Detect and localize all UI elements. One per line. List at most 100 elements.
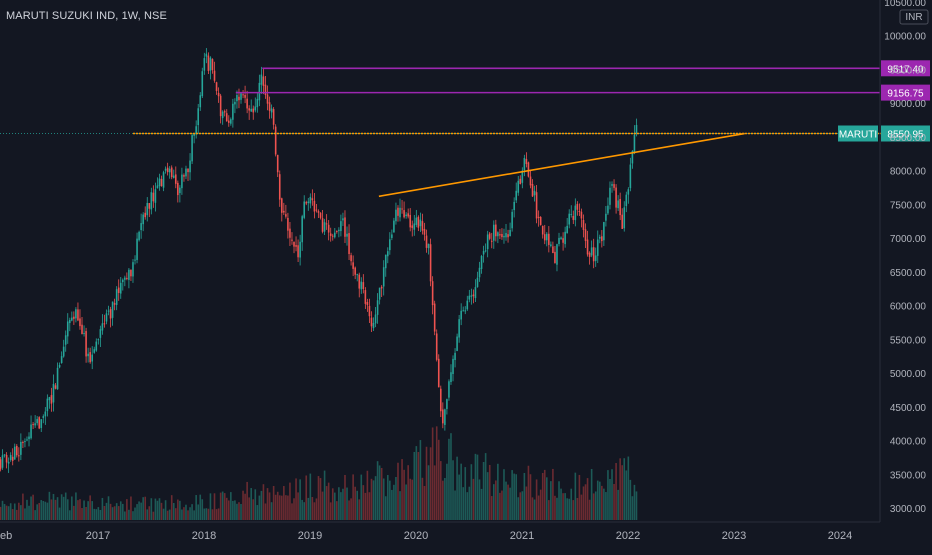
candle-body	[13, 446, 16, 460]
volume-bar	[132, 511, 134, 520]
candle-body	[34, 423, 36, 426]
candle-body	[537, 216, 540, 218]
candle-body	[179, 187, 181, 194]
candle-body	[456, 336, 458, 352]
candle-body	[507, 234, 509, 238]
candle-body	[605, 213, 607, 221]
volume-bar	[293, 498, 295, 520]
candle-body	[244, 94, 246, 98]
candle-body	[248, 108, 250, 111]
volume-bar	[476, 454, 479, 520]
volume-bar	[362, 485, 365, 520]
volume-bar	[631, 496, 634, 520]
volume-bar	[611, 469, 613, 520]
candle-body	[403, 210, 405, 218]
volume-bar	[389, 480, 391, 520]
candle-body	[495, 224, 497, 237]
candle-body	[81, 324, 83, 334]
volume-bar	[425, 446, 428, 520]
candle-body	[36, 418, 38, 424]
volume-bar	[472, 478, 475, 520]
candle-body	[450, 372, 452, 382]
y-tick-label: 10000.00	[884, 32, 926, 43]
volume-bar	[497, 463, 499, 520]
candle-body	[278, 174, 281, 200]
x-tick-label: 2017	[86, 530, 110, 542]
candle-body	[444, 409, 446, 425]
y-tick-label: 6000.00	[890, 302, 927, 313]
volume-bar	[568, 498, 571, 520]
volume-bar	[605, 492, 607, 520]
volume-bar	[3, 503, 6, 520]
volume-bar	[374, 476, 377, 520]
candle-body	[607, 205, 609, 214]
candle-body	[319, 212, 322, 218]
candle-body	[168, 168, 171, 173]
candle-body	[115, 289, 118, 305]
candle-body	[252, 108, 255, 113]
volume-bar	[621, 465, 624, 520]
volume-bar	[578, 474, 581, 520]
volume-bar	[423, 485, 426, 520]
candle-body	[124, 277, 126, 280]
volume-bar	[615, 463, 617, 520]
candle-body	[117, 287, 120, 293]
volume-bar	[336, 501, 338, 520]
volume-bar	[401, 459, 403, 520]
volume-bar	[350, 498, 352, 520]
volume-bar	[548, 500, 550, 520]
candle-body	[91, 354, 94, 362]
candle-body	[160, 179, 163, 187]
volume-bar	[566, 498, 568, 520]
volume-bar	[309, 473, 312, 520]
candle-body	[505, 233, 507, 238]
candle-body	[5, 454, 8, 463]
trendline	[378, 132, 745, 198]
volume-bar	[370, 478, 373, 520]
x-tick-label: 2024	[828, 530, 852, 542]
candle-body	[60, 356, 63, 364]
volume-bar	[456, 456, 458, 520]
volume-bar	[492, 484, 495, 520]
volume-bar	[150, 498, 153, 520]
candle-body	[126, 277, 128, 279]
candle-body	[238, 96, 240, 101]
candle-body	[199, 95, 202, 108]
candle-body	[474, 287, 477, 299]
candle-body	[28, 436, 30, 440]
hline-price-tag	[881, 60, 930, 77]
volume-bar	[95, 509, 98, 520]
candle-body	[323, 222, 326, 232]
candle-body	[519, 178, 522, 185]
candle-body	[550, 244, 552, 246]
candle-body	[340, 221, 342, 232]
volume-bar	[376, 461, 379, 520]
volume-bar	[625, 470, 628, 520]
volume-bar	[574, 472, 577, 520]
volume-bar	[58, 507, 61, 520]
volume-bar	[52, 493, 55, 520]
candle-body	[170, 167, 173, 178]
volume-bar	[124, 511, 126, 520]
candle-body	[185, 168, 187, 177]
candle-body	[352, 262, 354, 269]
volume-bar	[264, 503, 267, 520]
volume-bar	[225, 497, 228, 520]
volume-bar	[119, 501, 122, 520]
candle-body	[448, 381, 450, 398]
candle-body	[40, 419, 43, 428]
volume-bar	[20, 505, 22, 520]
candle-body	[95, 341, 98, 351]
candle-body	[15, 445, 18, 456]
candle-body	[315, 209, 318, 211]
volume-bar	[454, 490, 456, 520]
volume-bar	[417, 452, 420, 520]
volume-bar	[71, 496, 73, 520]
volume-bar	[397, 462, 399, 520]
candle-body	[464, 310, 467, 312]
candle-body	[460, 310, 462, 320]
volume-bar	[431, 427, 434, 520]
volume-bar	[452, 460, 454, 520]
